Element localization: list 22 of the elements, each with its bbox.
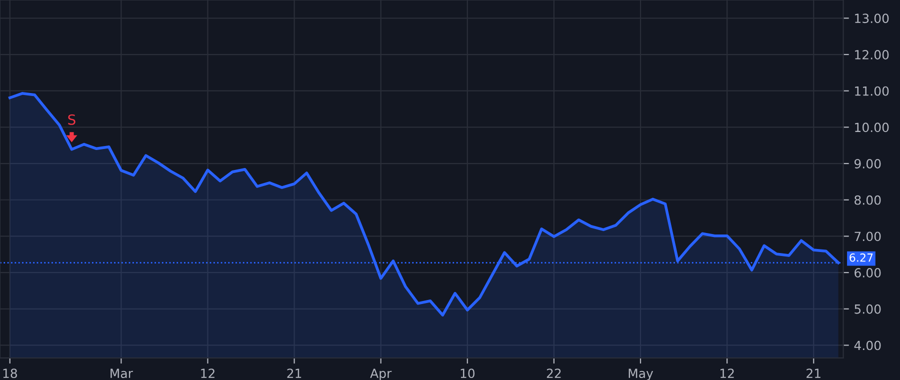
y-tick-label: 12.00 xyxy=(855,50,889,60)
y-tick-label: 6.00 xyxy=(854,268,881,278)
x-tick-label: 10 xyxy=(460,368,475,378)
x-tick-label: May xyxy=(628,368,654,380)
y-tick-label: 11.00 xyxy=(855,86,889,96)
x-tick-label: Apr xyxy=(370,368,392,380)
x-tick-label: 18 xyxy=(3,368,17,378)
x-tick-label: 12 xyxy=(720,368,734,378)
ref-line-label: 6.27 xyxy=(850,253,873,262)
y-tick-label: 8.00 xyxy=(854,195,881,205)
y-tick-label: 13.00 xyxy=(855,14,889,24)
x-tick-label: 12 xyxy=(201,368,214,378)
y-tick-label: 4.00 xyxy=(854,340,881,350)
y-tick-label: 5.00 xyxy=(854,304,881,314)
x-tick-label: 21 xyxy=(287,368,302,378)
x-tick-label: Mar xyxy=(110,368,133,378)
y-tick-label: 10.00 xyxy=(855,122,889,132)
y-tick-label: 9.00 xyxy=(854,159,881,168)
x-tick-label: 22 xyxy=(546,368,561,378)
y-tick-label: 7.00 xyxy=(854,232,881,242)
annotation: S xyxy=(68,114,76,125)
x-tick-label: 21 xyxy=(806,368,820,378)
